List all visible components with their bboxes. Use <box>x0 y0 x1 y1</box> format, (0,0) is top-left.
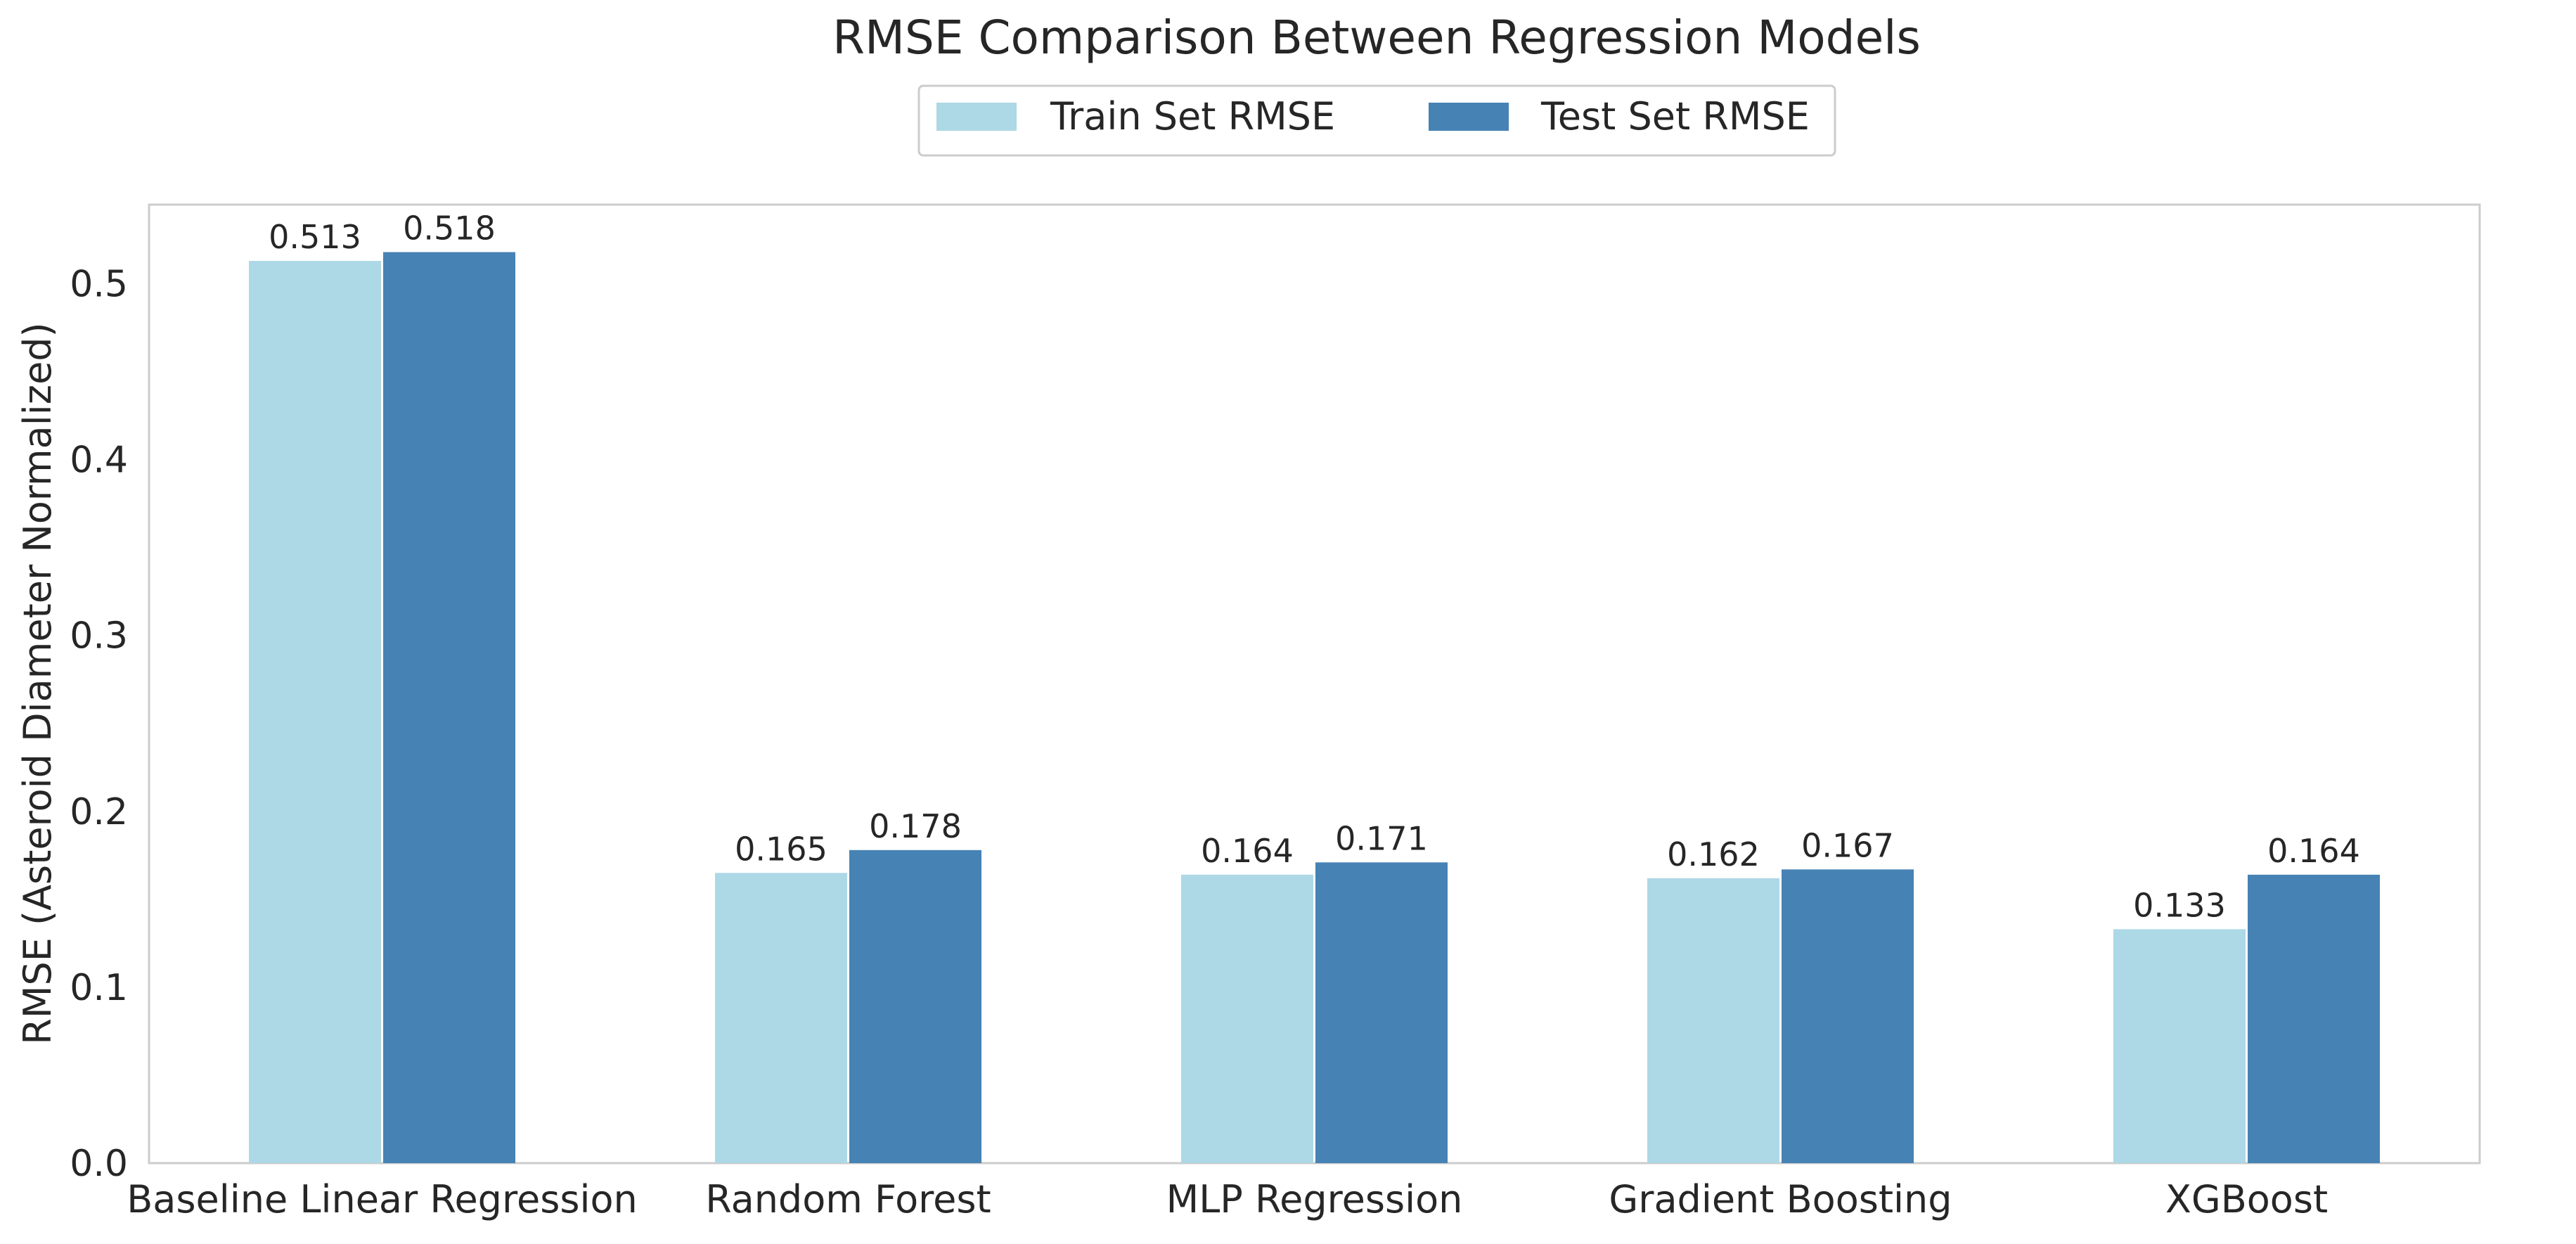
bar-value-label: 0.513 <box>269 218 361 256</box>
legend-frame <box>917 84 1836 157</box>
y-tick-label: 0.2 <box>70 791 128 833</box>
bar-test <box>2248 874 2380 1163</box>
x-axis-categories: Baseline Linear Regression Random Forest M… <box>127 1177 2328 1221</box>
legend-swatch-train <box>936 103 1017 131</box>
x-category-label: MLP Regression <box>1166 1177 1463 1221</box>
legend-label-test: Test Set RMSE <box>1540 94 1810 139</box>
chart-title: RMSE Comparison Between Regression Model… <box>832 11 1921 65</box>
y-axis-ticks: 0.0 0.1 0.2 0.3 0.4 0.5 <box>70 264 128 1185</box>
bar-train <box>715 873 847 1163</box>
y-tick-label: 0.1 <box>70 967 128 1009</box>
y-tick-label: 0.0 <box>70 1143 128 1185</box>
bar-value-label: 0.178 <box>869 807 962 845</box>
bar-value-label: 0.133 <box>2133 886 2226 924</box>
bars <box>249 252 2380 1164</box>
y-axis-label: RMSE (Asteroid Diameter Normalized) <box>15 322 60 1044</box>
bar-train <box>2113 929 2246 1163</box>
bar-value-label: 0.171 <box>1335 819 1428 857</box>
y-tick-label: 0.4 <box>70 440 128 482</box>
y-tick-label: 0.5 <box>70 264 128 306</box>
legend: Train Set RMSE Test Set RMSE <box>917 84 1836 157</box>
bar-test <box>1315 862 1448 1163</box>
legend-label-train: Train Set RMSE <box>1050 94 1335 139</box>
bar-train <box>249 261 381 1164</box>
bar-train <box>1181 874 1313 1163</box>
bar-value-label: 0.164 <box>1201 832 1294 870</box>
y-tick-label: 0.3 <box>70 615 128 658</box>
bar-value-label: 0.167 <box>1801 826 1894 864</box>
bar-value-label: 0.518 <box>403 210 496 248</box>
bar-train <box>1647 878 1779 1163</box>
x-category-label: XGBoost <box>2165 1177 2328 1221</box>
bar-test <box>1782 869 1914 1163</box>
bar-test <box>849 849 981 1163</box>
x-category-label: Baseline Linear Regression <box>127 1177 637 1221</box>
plot-area-frame <box>148 203 2481 1165</box>
bar-value-label: 0.162 <box>1667 835 1760 873</box>
x-category-label: Gradient Boosting <box>1609 1177 1952 1221</box>
data-labels: 0.513 0.518 0.165 0.178 0.164 0.171 0.162 0.167… <box>269 210 2360 925</box>
bar-value-label: 0.164 <box>2267 832 2360 870</box>
x-category-label: Random Forest <box>705 1177 991 1221</box>
legend-swatch-test <box>1429 103 1509 131</box>
bar-value-label: 0.165 <box>735 830 827 868</box>
bar-test <box>383 252 515 1163</box>
